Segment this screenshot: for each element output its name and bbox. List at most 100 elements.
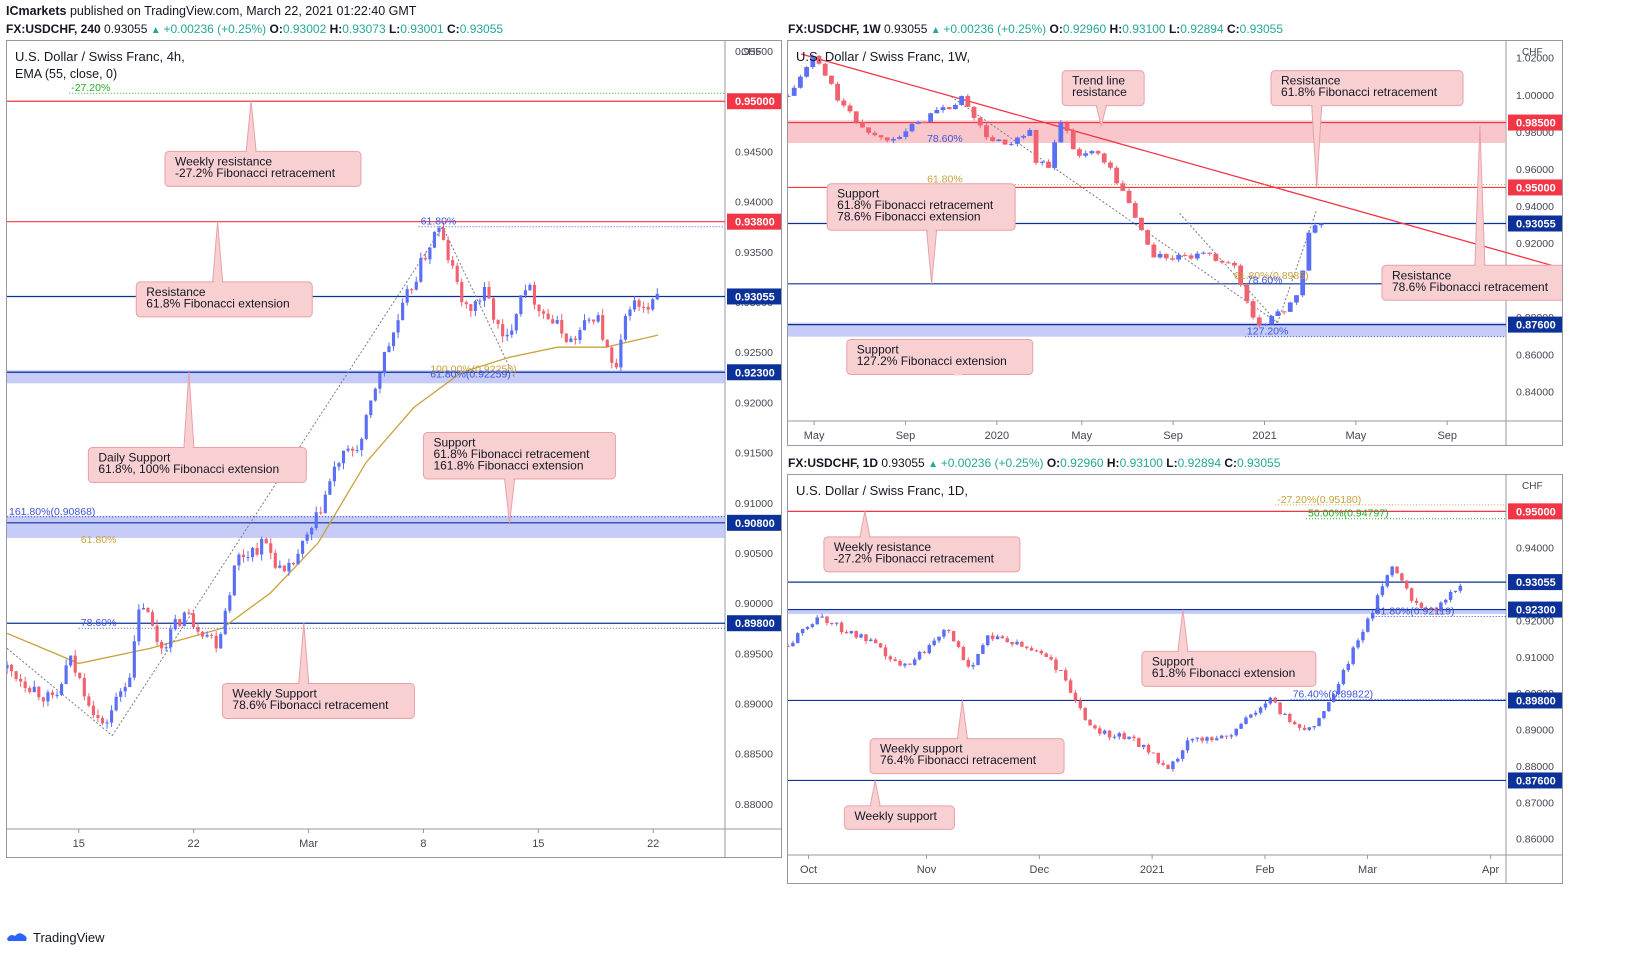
callout-text: resistance [1072, 85, 1127, 99]
candle-body [1194, 253, 1200, 259]
candle-body [835, 83, 841, 101]
callout-pointer [212, 221, 224, 283]
publisher-name[interactable]: ICmarkets [6, 4, 67, 18]
candle-body [478, 300, 482, 302]
candle-body [1283, 713, 1287, 715]
callout-text: 61.8% Fibonacci retracement [433, 447, 590, 461]
candle-body [1273, 697, 1277, 703]
candle-body [953, 104, 958, 110]
candle-body [291, 562, 296, 565]
candle-body [1083, 153, 1089, 156]
ohlc-field-3: +0.00236 (+0.25%) [163, 22, 270, 36]
tradingview-footer[interactable]: TradingView [6, 930, 105, 945]
ohlc-field-7: 0.93073 [342, 22, 389, 36]
candle-body [351, 448, 355, 451]
candle-body [1234, 728, 1238, 736]
candle-body [946, 107, 952, 110]
fib-label-0: -27.20%(0.95180) [1277, 494, 1361, 506]
callout-pointer [183, 372, 195, 449]
chart-svg-w1[interactable]: 1.020001.000000.980000.960000.940000.920… [788, 41, 1563, 446]
callout-box [1141, 650, 1317, 687]
candle-body [23, 681, 27, 689]
candle-body [1219, 260, 1225, 263]
candle-body [1429, 608, 1433, 610]
candle-body [1108, 162, 1113, 168]
currency-label: CHF [741, 47, 762, 58]
candle-body [64, 665, 68, 685]
candle-body [1077, 149, 1082, 156]
candle-body [829, 75, 834, 84]
candle-body [1224, 735, 1229, 737]
candle-body [1141, 744, 1146, 747]
callout-text: 76.4% Fibonacci retracement [880, 753, 1037, 767]
candle-body [971, 665, 975, 667]
candle-body [464, 302, 468, 305]
candle-body [1322, 711, 1326, 719]
candle-body [423, 258, 427, 260]
candle-body [844, 632, 849, 634]
candle-body [891, 138, 896, 141]
candle-body [205, 634, 209, 637]
y-tick-label: 0.94500 [735, 146, 773, 158]
candle-body [223, 610, 227, 635]
chart-title-d1: U.S. Dollar / Swiss Franc, 1D, [796, 483, 968, 498]
callout-text: Weekly support [854, 809, 937, 823]
chart-panel-h4[interactable]: 0.95500 0.95000 0.94500 0.94000 0.93500 0.930… [6, 40, 782, 858]
candle-body [1434, 608, 1438, 611]
ohlc-field-8: L: [388, 22, 401, 36]
candle-body [310, 527, 314, 535]
callout-box [422, 431, 616, 480]
candle-body [173, 619, 177, 630]
chart-panel-d1[interactable]: 0.950000.940000.930000.920000.910000.900… [787, 474, 1563, 884]
candle-body [519, 295, 523, 315]
y-tick-label: 0.84000 [1516, 386, 1554, 398]
fib-label-1: 50.00%(0.94797) [1308, 508, 1389, 520]
chart-svg-d1[interactable]: 0.950000.940000.930000.920000.910000.900… [788, 475, 1563, 884]
callout-pointer [1311, 105, 1323, 188]
level-price-label: 0.93055 [1516, 218, 1556, 230]
price-axis: 0.950000.940000.930000.920000.910000.900… [1516, 506, 1554, 845]
callout-text: Weekly resistance [834, 540, 931, 554]
candle-body [1419, 602, 1424, 608]
candle-body [1114, 167, 1120, 184]
candle-body [573, 338, 577, 340]
candle-body [1210, 737, 1214, 741]
ohlc-field-3: +0.00236 (+0.25%) [943, 22, 1050, 36]
candle-body [810, 624, 815, 627]
candle-body [1200, 737, 1204, 741]
candle-body [555, 320, 559, 324]
level-price-label: 0.95000 [1516, 506, 1556, 518]
candle-body [898, 661, 902, 666]
callout-text: Weekly resistance [175, 154, 272, 168]
candle-body [830, 622, 834, 624]
candle-body [378, 372, 382, 389]
callout-pointer [1177, 609, 1189, 652]
candle-body [928, 113, 934, 122]
fib-label-3: 61.80%(0.92259) [430, 368, 511, 380]
candle-body [91, 705, 95, 716]
candle-body [150, 612, 155, 626]
candle-body [956, 641, 961, 647]
chart-svg-h4[interactable]: 0.95500 0.95000 0.94500 0.94000 0.93500 0.930… [7, 41, 782, 858]
candle-body [41, 697, 45, 702]
chart-panel-w1[interactable]: 1.02000 1.00000 0.98000 0.96000 0.94000 0.920… [787, 40, 1563, 446]
candle-body [986, 635, 990, 646]
callout-box [869, 738, 1065, 775]
ohlc-field-0: FX:USDCHF, 240 [6, 22, 105, 36]
currency-label: CHF [1522, 47, 1543, 58]
callout-pointer [298, 623, 310, 684]
ohlc-field-1: 0.93055 [104, 22, 151, 36]
candle-body [437, 227, 441, 232]
indicator-ema-label[interactable]: EMA (55, close, 0) [15, 67, 118, 81]
candle-body [37, 686, 41, 698]
candle-body [1015, 137, 1020, 144]
candle-body [1102, 730, 1107, 734]
candle-body [1176, 758, 1180, 762]
candle-body [482, 286, 487, 301]
candle-body [961, 646, 966, 661]
candle-body [1213, 253, 1219, 261]
candle-body [1385, 575, 1390, 587]
ohlc-field-11: 0.93055 [1239, 22, 1284, 36]
